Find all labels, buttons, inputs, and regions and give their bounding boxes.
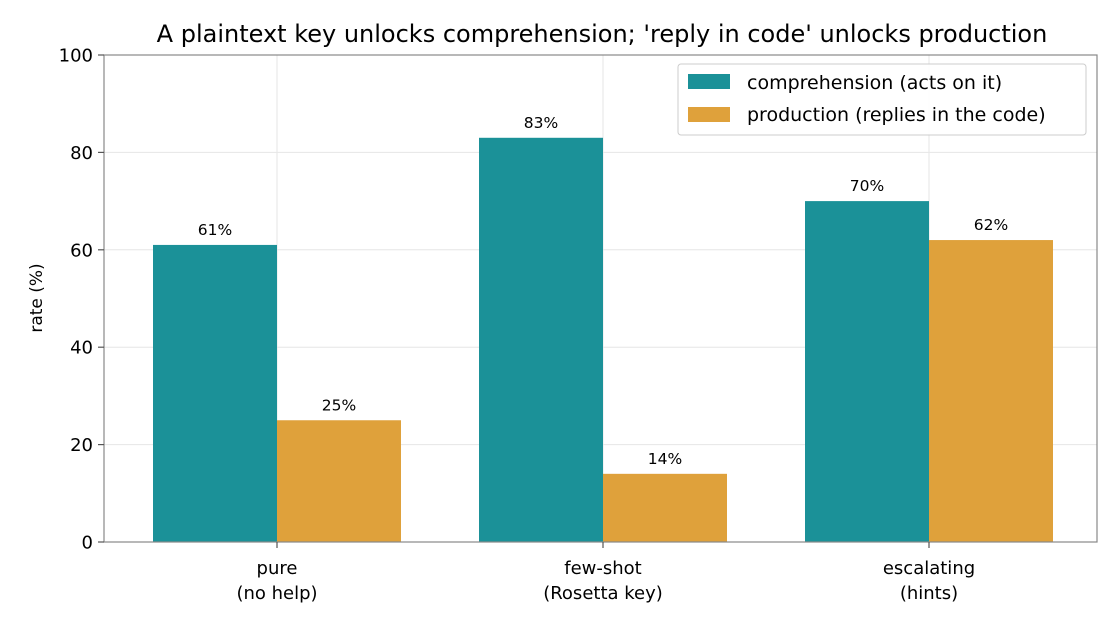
axis-ticks: 0 20 40 60 80 100 pure (no help) few-shot (Rosett… [59, 46, 976, 605]
bar-value-label: 62% [974, 216, 1008, 234]
y-tick-label: 80 [70, 143, 93, 164]
y-tick-label: 40 [70, 338, 93, 359]
x-tick-label: (hints) [900, 583, 958, 604]
x-tick-label: pure [257, 558, 298, 579]
bar-production [603, 473, 727, 542]
legend-frame [677, 63, 1087, 136]
x-tick-label: (Rosetta key) [543, 583, 663, 604]
y-tick-label: 60 [70, 240, 93, 261]
y-tick-label: 20 [70, 435, 93, 456]
bars [153, 137, 1053, 543]
chart-title: A plaintext key unlocks comprehension; '… [157, 20, 1048, 48]
legend: comprehension (acts on it) production (r… [677, 63, 1087, 136]
y-axis-label: rate (%) [27, 263, 47, 332]
legend-swatch-comprehension [688, 74, 730, 89]
y-tick-label: 100 [59, 46, 93, 67]
bar-value-label: 83% [524, 114, 558, 132]
bar-comprehension [479, 137, 603, 543]
legend-label-comprehension: comprehension (acts on it) [747, 72, 1002, 94]
bar-value-label: 14% [648, 450, 682, 468]
bar-comprehension [153, 244, 277, 542]
y-tick-label: 0 [82, 533, 93, 554]
bar-production [277, 420, 401, 542]
x-tick-label: escalating [883, 558, 975, 579]
x-tick-label: (no help) [236, 583, 317, 604]
bar-value-label: 61% [198, 221, 232, 239]
bar-comprehension [805, 201, 929, 542]
bar-value-label: 25% [322, 396, 356, 414]
bar-production [929, 240, 1053, 542]
legend-label-production: production (replies in the code) [747, 104, 1046, 126]
x-tick-label: few-shot [564, 558, 641, 579]
data-labels: 61% 83% 70% 25% 14% 62% [198, 114, 1008, 468]
bar-value-label: 70% [850, 177, 884, 195]
plot-area-frame [103, 54, 1098, 543]
legend-swatch-production [688, 107, 730, 122]
